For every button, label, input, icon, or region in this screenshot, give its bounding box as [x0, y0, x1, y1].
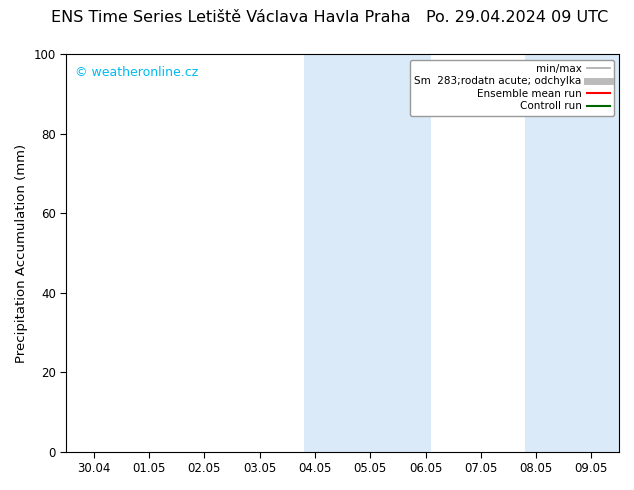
Legend: min/max, Sm  283;rodatn acute; odchylka, Ensemble mean run, Controll run: min/max, Sm 283;rodatn acute; odchylka, …: [410, 59, 614, 116]
Text: Po. 29.04.2024 09 UTC: Po. 29.04.2024 09 UTC: [427, 10, 609, 24]
Text: © weatheronline.cz: © weatheronline.cz: [75, 66, 198, 79]
Y-axis label: Precipitation Accumulation (mm): Precipitation Accumulation (mm): [15, 144, 28, 363]
Bar: [525, 54, 624, 452]
Bar: [304, 54, 431, 452]
Text: ENS Time Series Letiště Václava Havla Praha: ENS Time Series Letiště Václava Havla Pr…: [51, 10, 410, 24]
